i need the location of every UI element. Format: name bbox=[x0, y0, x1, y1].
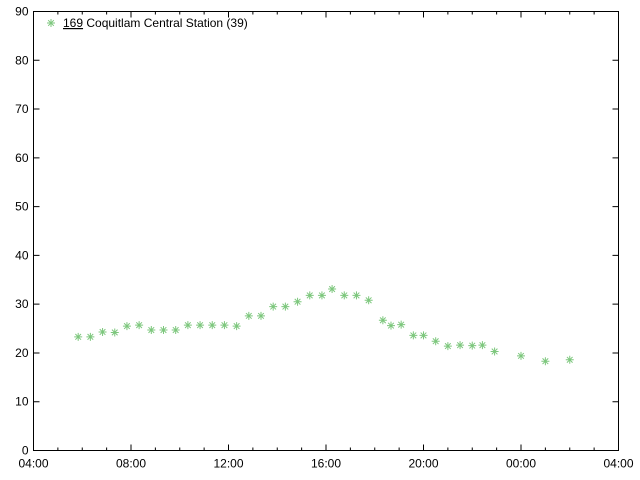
legend-marker bbox=[47, 19, 55, 27]
y-axis-label: 90 bbox=[15, 5, 29, 19]
data-point-marker bbox=[387, 321, 395, 330]
data-point-marker bbox=[98, 327, 107, 336]
data-point-marker bbox=[281, 302, 290, 311]
data-point-marker bbox=[293, 297, 302, 306]
data-point-marker bbox=[220, 321, 229, 330]
data-point-marker bbox=[443, 342, 452, 351]
data-point-marker bbox=[171, 326, 180, 335]
data-point-marker bbox=[409, 331, 418, 340]
data-point-marker bbox=[378, 316, 387, 325]
data-point-marker bbox=[517, 351, 525, 360]
y-axis-label: 10 bbox=[15, 395, 29, 409]
data-point-marker bbox=[208, 321, 217, 330]
data-point-marker bbox=[478, 341, 487, 350]
data-point-marker bbox=[328, 285, 337, 294]
x-axis-label: 04:00 bbox=[603, 457, 633, 471]
data-point-marker bbox=[244, 311, 253, 320]
y-axis-label: 0 bbox=[22, 444, 29, 458]
legend-label: 169 Coquitlam Central Station (39) bbox=[63, 16, 248, 30]
data-point-marker bbox=[196, 321, 205, 330]
data-point-marker bbox=[86, 332, 95, 341]
y-axis-label: 60 bbox=[15, 151, 29, 165]
data-point-marker bbox=[565, 355, 574, 364]
x-axis-label: 12:00 bbox=[213, 457, 243, 471]
data-point-marker bbox=[159, 326, 168, 335]
data-point-marker bbox=[397, 320, 406, 329]
y-axis-label: 80 bbox=[15, 53, 29, 67]
x-axis-label: 08:00 bbox=[116, 457, 146, 471]
data-point-marker bbox=[340, 291, 349, 300]
data-point-marker bbox=[317, 291, 326, 300]
x-axis-label: 00:00 bbox=[506, 457, 536, 471]
data-point-marker bbox=[269, 302, 278, 311]
data-point-marker bbox=[490, 347, 499, 356]
data-point-marker bbox=[183, 321, 192, 330]
data-point-marker bbox=[431, 337, 440, 346]
data-point-marker bbox=[122, 322, 131, 331]
data-point-marker bbox=[135, 321, 144, 330]
y-axis-label: 70 bbox=[15, 102, 29, 116]
data-point-marker bbox=[305, 291, 314, 300]
data-point-marker bbox=[110, 328, 119, 337]
x-axis-label: 16:00 bbox=[311, 457, 341, 471]
data-point-marker bbox=[232, 322, 241, 331]
data-point-marker bbox=[541, 357, 550, 366]
y-axis-label: 30 bbox=[15, 297, 29, 311]
data-point-marker bbox=[364, 296, 373, 305]
data-point-marker bbox=[352, 291, 361, 300]
x-axis-label: 04:00 bbox=[18, 457, 48, 471]
data-point-marker bbox=[257, 311, 265, 320]
data-point-marker bbox=[147, 326, 156, 335]
data-point-marker bbox=[74, 332, 83, 341]
data-point-marker bbox=[456, 341, 465, 350]
data-point-marker bbox=[419, 331, 428, 340]
x-axis-label: 20:00 bbox=[408, 457, 438, 471]
y-axis-label: 50 bbox=[15, 200, 29, 214]
y-axis-label: 40 bbox=[15, 248, 29, 262]
data-point-marker bbox=[468, 341, 477, 350]
y-axis-label: 20 bbox=[15, 346, 29, 360]
